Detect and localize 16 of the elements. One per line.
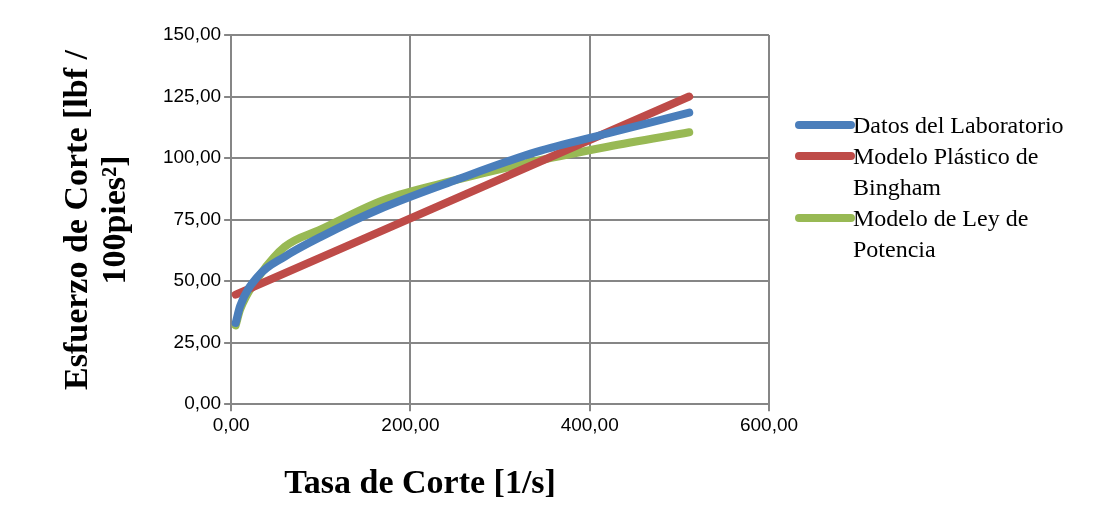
legend-label: Datos del Laboratorio xyxy=(853,111,1064,140)
y-tick-label: 0,00 xyxy=(184,392,222,414)
legend-label: Modelo Plástico de Bingham xyxy=(853,142,1040,202)
legend-label: Modelo de Ley de Potencia xyxy=(853,204,1030,264)
y-tick-label: 150,00 xyxy=(162,23,222,45)
y-axis-title: Esfuerzo de Corte [lbf / 100pies²] xyxy=(57,49,133,390)
y-tick-label: 75,00 xyxy=(173,207,222,229)
x-tick-label: 200,00 xyxy=(381,413,440,435)
y-tick-label: 25,00 xyxy=(173,330,222,352)
y-tick-label: 50,00 xyxy=(173,269,222,291)
x-axis-title: Tasa de Corte [1/s] xyxy=(284,463,556,501)
x-tick-label: 400,00 xyxy=(560,413,619,435)
x-tick-label: 600,00 xyxy=(739,413,799,435)
y-tick-label: 100,00 xyxy=(162,146,222,168)
y-tick-label: 125,00 xyxy=(162,84,222,106)
x-tick-label: 0,00 xyxy=(212,413,250,435)
